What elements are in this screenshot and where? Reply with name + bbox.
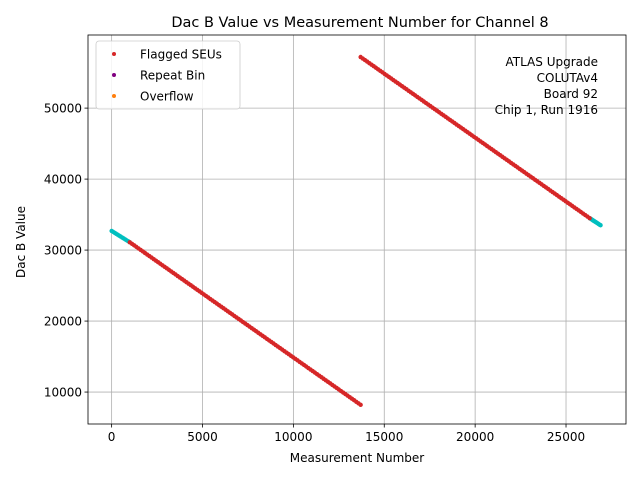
data-marks	[109, 54, 603, 408]
x-tick-label: 0	[108, 430, 116, 444]
y-axis-label: Dac B Value	[14, 206, 28, 278]
data-point-s0-g1	[598, 223, 603, 228]
legend-label: Repeat Bin	[140, 69, 205, 83]
y-tick-label: 50000	[44, 102, 82, 116]
annotation-line: Chip 1, Run 1916	[495, 103, 598, 117]
y-tick-label: 40000	[44, 173, 82, 187]
y-tick-label: 10000	[44, 386, 82, 400]
x-tick-label: 15000	[365, 430, 403, 444]
annotation-line: Board 92	[544, 87, 598, 101]
legend-marker	[112, 73, 116, 77]
data-point-s1-g0	[358, 402, 363, 408]
x-tick-label: 10000	[274, 430, 312, 444]
data-point-s1-g1	[587, 215, 592, 221]
plot-frame	[87, 34, 627, 425]
annotation: ATLAS Upgrade COLUTAv4 Board 92 Chip 1, Run…	[495, 55, 598, 117]
x-tick-label: 5000	[187, 430, 218, 444]
y-tick-label: 20000	[44, 315, 82, 329]
legend-label: Overflow	[140, 90, 194, 104]
legend-label: Flagged SEUs	[140, 48, 222, 62]
annotation-line: ATLAS Upgrade	[505, 55, 598, 69]
annotation-line: COLUTAv4	[537, 71, 598, 85]
x-tick-label: 25000	[547, 430, 585, 444]
axes: 0 5000 10000 15000 20000 25000 10000 20000 30000…	[44, 34, 627, 444]
x-tick-label: 20000	[456, 430, 494, 444]
legend-marker	[112, 52, 116, 56]
chart-title: Dac B Value vs Measurement Number for Ch…	[171, 15, 548, 31]
legend: Flagged SEUs Repeat Bin Overflow	[95, 40, 241, 110]
y-tick-label: 30000	[44, 244, 82, 258]
x-axis-label: Measurement Number	[290, 451, 424, 465]
legend-marker	[112, 94, 116, 98]
legend-box	[95, 40, 241, 110]
